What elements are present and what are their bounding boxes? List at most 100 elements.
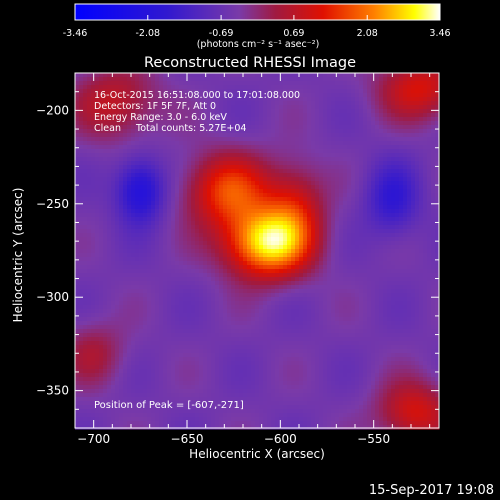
- heatmap-cell: [151, 357, 156, 362]
- heatmap-cell: [175, 229, 180, 234]
- heatmap-cell: [231, 333, 236, 338]
- heatmap-cell: [183, 393, 188, 398]
- heatmap-cell: [179, 241, 184, 246]
- heatmap-cell: [179, 377, 184, 382]
- heatmap-cell: [215, 117, 220, 122]
- heatmap-cell: [239, 261, 244, 266]
- heatmap-cell: [127, 193, 132, 198]
- heatmap-cell: [123, 253, 128, 258]
- heatmap-cell: [203, 281, 208, 286]
- heatmap-cell: [103, 77, 108, 82]
- heatmap-cell: [259, 101, 264, 106]
- heatmap-cell: [219, 237, 224, 242]
- heatmap-cell: [227, 237, 232, 242]
- heatmap-cell: [223, 425, 228, 430]
- heatmap-cell: [267, 301, 272, 306]
- heatmap-cell: [79, 365, 84, 370]
- heatmap-cell: [259, 337, 264, 342]
- heatmap-cell: [195, 217, 200, 222]
- heatmap-cell: [99, 133, 104, 138]
- heatmap-cell: [179, 209, 184, 214]
- heatmap-cell: [99, 345, 104, 350]
- heatmap-cell: [267, 133, 272, 138]
- heatmap-cell: [251, 137, 256, 142]
- heatmap-cell: [75, 261, 80, 266]
- heatmap-cell: [87, 369, 92, 374]
- heatmap-cell: [159, 325, 164, 330]
- heatmap-cell: [143, 117, 148, 122]
- heatmap-cell: [79, 361, 84, 366]
- heatmap-cell: [87, 341, 92, 346]
- heatmap-cell: [251, 89, 256, 94]
- heatmap-cell: [147, 345, 152, 350]
- heatmap-cell: [195, 413, 200, 418]
- heatmap-cell: [227, 277, 232, 282]
- heatmap-cell: [211, 337, 216, 342]
- heatmap-cell: [259, 389, 264, 394]
- heatmap-cell: [227, 169, 232, 174]
- heatmap-cell: [95, 145, 100, 150]
- heatmap-cell: [251, 401, 256, 406]
- heatmap-cell: [243, 233, 248, 238]
- heatmap-cell: [111, 381, 116, 386]
- heatmap-cell: [267, 381, 272, 386]
- heatmap-cell: [283, 313, 288, 318]
- heatmap-cell: [191, 425, 196, 430]
- heatmap-cell: [295, 261, 300, 266]
- heatmap-cell: [119, 257, 124, 262]
- heatmap-cell: [167, 105, 172, 110]
- heatmap-cell: [159, 77, 164, 82]
- heatmap-cell: [203, 309, 208, 314]
- heatmap-cell: [83, 317, 88, 322]
- heatmap-cell: [223, 229, 228, 234]
- heatmap-cell: [211, 197, 216, 202]
- heatmap-cell: [111, 121, 116, 126]
- heatmap-cell: [195, 381, 200, 386]
- heatmap-cell: [275, 181, 280, 186]
- heatmap-cell: [75, 357, 80, 362]
- heatmap-cell: [171, 373, 176, 378]
- heatmap-cell: [179, 341, 184, 346]
- heatmap-cell: [283, 133, 288, 138]
- heatmap-cell: [295, 321, 300, 326]
- heatmap-cell: [91, 345, 96, 350]
- heatmap-cell: [211, 181, 216, 186]
- heatmap-cell: [131, 93, 136, 98]
- heatmap-cell: [183, 257, 188, 262]
- heatmap-cell: [211, 317, 216, 322]
- heatmap-cell: [283, 185, 288, 190]
- heatmap-cell: [207, 217, 212, 222]
- heatmap-cell: [163, 285, 168, 290]
- heatmap-cell: [283, 205, 288, 210]
- heatmap-cell: [195, 85, 200, 90]
- heatmap-cell: [231, 401, 236, 406]
- heatmap-cell: [95, 305, 100, 310]
- heatmap-cell: [175, 305, 180, 310]
- heatmap-cell: [171, 217, 176, 222]
- heatmap-cell: [139, 89, 144, 94]
- heatmap-cell: [279, 185, 284, 190]
- heatmap-cell: [219, 417, 224, 422]
- heatmap-cell: [119, 213, 124, 218]
- heatmap-cell: [235, 281, 240, 286]
- heatmap-cell: [207, 325, 212, 330]
- heatmap-cell: [263, 197, 268, 202]
- heatmap-cell: [251, 365, 256, 370]
- heatmap-cell: [271, 77, 276, 82]
- heatmap-cell: [115, 213, 120, 218]
- heatmap-cell: [267, 313, 272, 318]
- heatmap-cell: [179, 281, 184, 286]
- heatmap-cell: [91, 369, 96, 374]
- heatmap-cell: [191, 333, 196, 338]
- heatmap-cell: [155, 337, 160, 342]
- heatmap-cell: [199, 245, 204, 250]
- heatmap-cell: [139, 421, 144, 426]
- heatmap-cell: [167, 129, 172, 134]
- heatmap-cell: [211, 329, 216, 334]
- heatmap-cell: [291, 413, 296, 418]
- heatmap-cell: [139, 305, 144, 310]
- heatmap-cell: [243, 153, 248, 158]
- heatmap-cell: [175, 105, 180, 110]
- heatmap-cell: [227, 341, 232, 346]
- heatmap-cell: [143, 137, 148, 142]
